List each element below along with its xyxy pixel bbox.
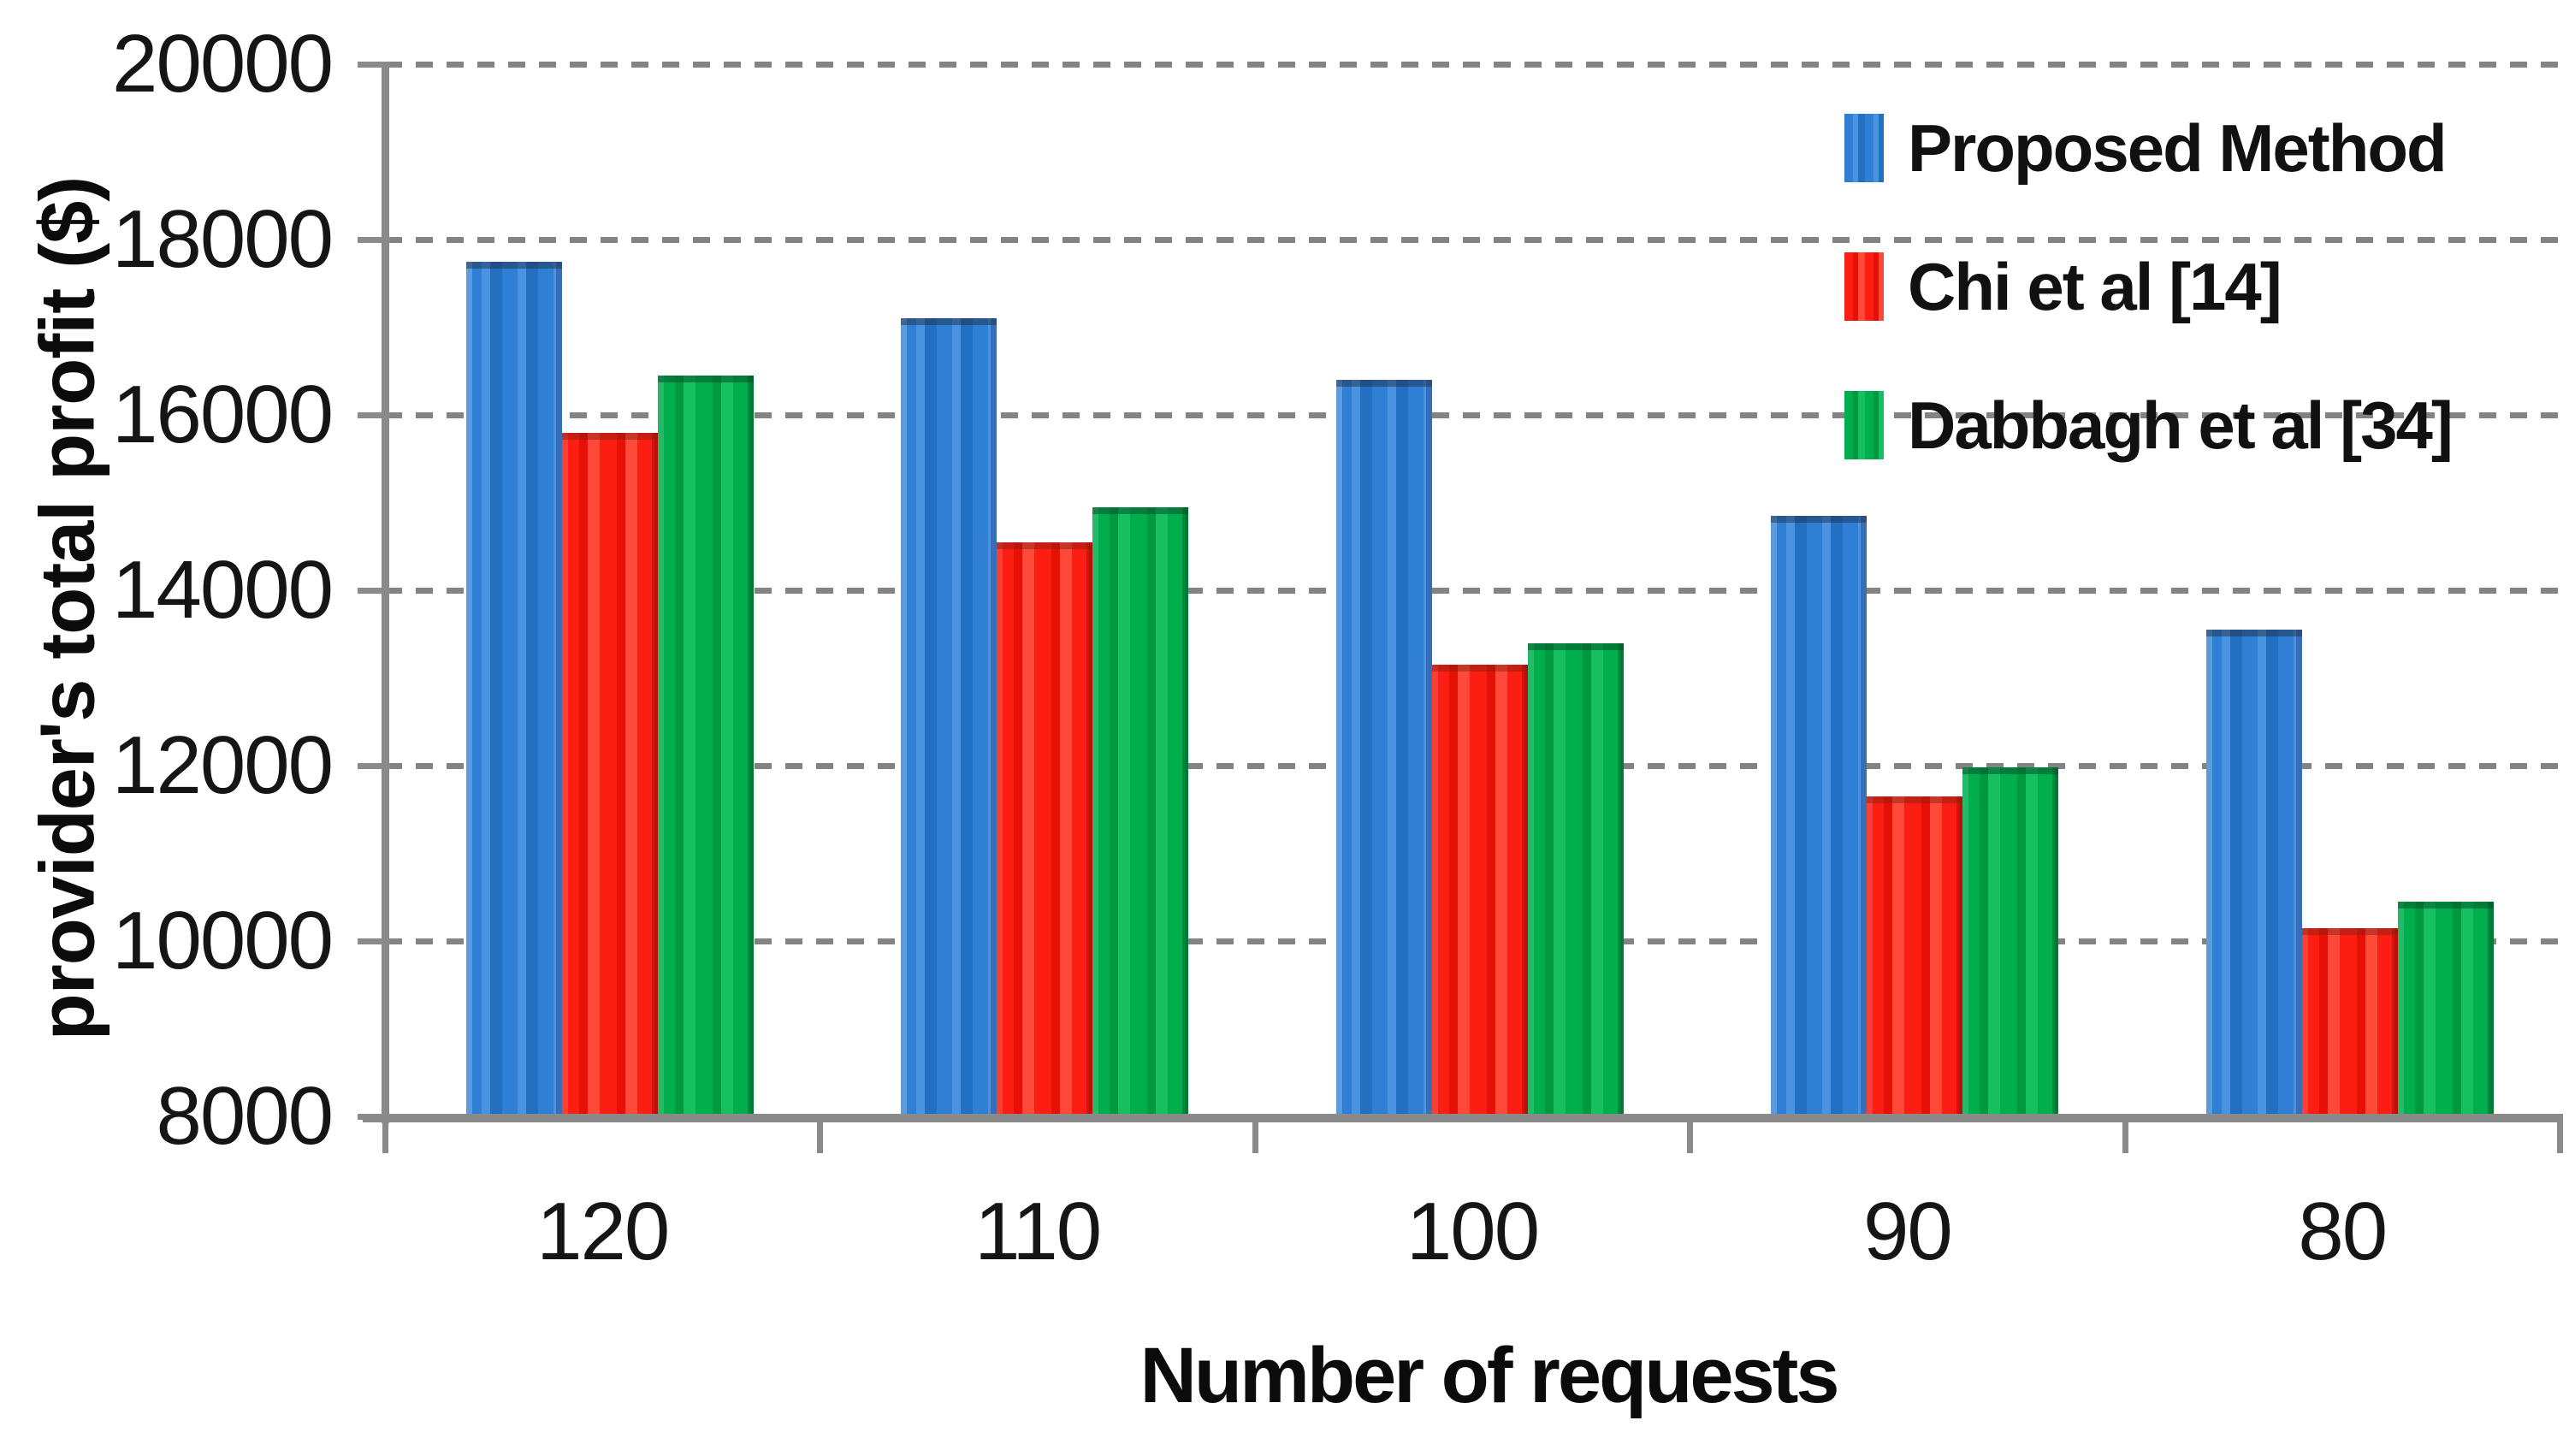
x-tick-label: 80	[2298, 1186, 2388, 1277]
y-tick-label: 16000	[112, 369, 334, 460]
legend-label: Dabbagh et al [34]	[1908, 387, 2454, 463]
y-tick-mark	[358, 588, 390, 594]
bar-dabbagh-et-al-34--80	[2397, 901, 2494, 1114]
bar-dabbagh-et-al-34--120	[658, 375, 754, 1114]
y-tick-mark	[358, 237, 390, 243]
bar-chi-et-al-14--100	[1431, 665, 1528, 1114]
y-tick-label: 18000	[112, 193, 334, 285]
legend-swatch-dabbagh-et-al	[1844, 391, 1884, 459]
x-tick-mark	[2557, 1114, 2563, 1153]
x-axis-title: Number of requests	[1139, 1332, 1839, 1419]
y-tick-mark	[358, 412, 390, 418]
bar-chi-et-al-14--90	[1867, 796, 1963, 1114]
legend-row: Proposed Method	[1844, 79, 2452, 217]
y-tick-label: 20000	[112, 18, 334, 109]
legend-label: Proposed Method	[1908, 109, 2448, 186]
x-tick-label: 110	[974, 1186, 1102, 1277]
legend: Proposed Method Chi et al [14] Dabbagh e…	[1844, 79, 2454, 494]
y-tick-label: 14000	[112, 544, 334, 636]
bar-dabbagh-et-al-34--110	[1092, 506, 1189, 1114]
y-tick-mark	[358, 938, 390, 944]
y-tick-label: 12000	[112, 719, 334, 811]
x-tick-label: 90	[1862, 1186, 1953, 1277]
bar-proposed-method-80	[2205, 630, 2302, 1114]
y-axis-title: provider's total profit ($)	[25, 176, 111, 1041]
x-tick-mark	[817, 1114, 824, 1153]
bar-proposed-method-90	[1771, 515, 1868, 1114]
x-tick-label: 120	[536, 1186, 670, 1277]
bar-proposed-method-120	[466, 261, 562, 1114]
gridline-18000	[385, 237, 2560, 243]
x-tick-mark	[1252, 1114, 1258, 1153]
y-tick-label: 10000	[112, 895, 334, 986]
x-axis-line	[363, 1114, 2563, 1122]
bar-dabbagh-et-al-34--100	[1527, 642, 1624, 1114]
bar-proposed-method-110	[901, 318, 997, 1114]
x-tick-mark	[2122, 1114, 2128, 1153]
bar-proposed-method-100	[1335, 380, 1432, 1114]
legend-swatch-proposed-method	[1844, 114, 1884, 182]
bar-dabbagh-et-al-34--90	[1962, 767, 2059, 1114]
legend-row: Dabbagh et al [34]	[1844, 356, 2454, 494]
bar-chi-et-al-14--110	[997, 542, 1093, 1114]
legend-row: Chi et al [14]	[1844, 217, 2452, 356]
x-tick-label: 100	[1406, 1186, 1540, 1277]
y-tick-mark	[358, 62, 390, 68]
gridline-20000	[385, 62, 2560, 68]
y-axis-line	[382, 64, 389, 1123]
gridline-16000	[385, 412, 2560, 418]
bar-chi-et-al-14--80	[2301, 927, 2398, 1114]
legend-label: Chi et al [14]	[1908, 248, 2282, 324]
y-tick-mark	[358, 763, 390, 769]
bar-chi-et-al-14--120	[562, 432, 658, 1114]
gridline-14000	[385, 588, 2560, 594]
legend-swatch-chi-et-al	[1844, 252, 1884, 321]
x-tick-mark	[1687, 1114, 1694, 1153]
x-tick-mark	[382, 1114, 388, 1153]
y-tick-label: 8000	[156, 1070, 334, 1162]
